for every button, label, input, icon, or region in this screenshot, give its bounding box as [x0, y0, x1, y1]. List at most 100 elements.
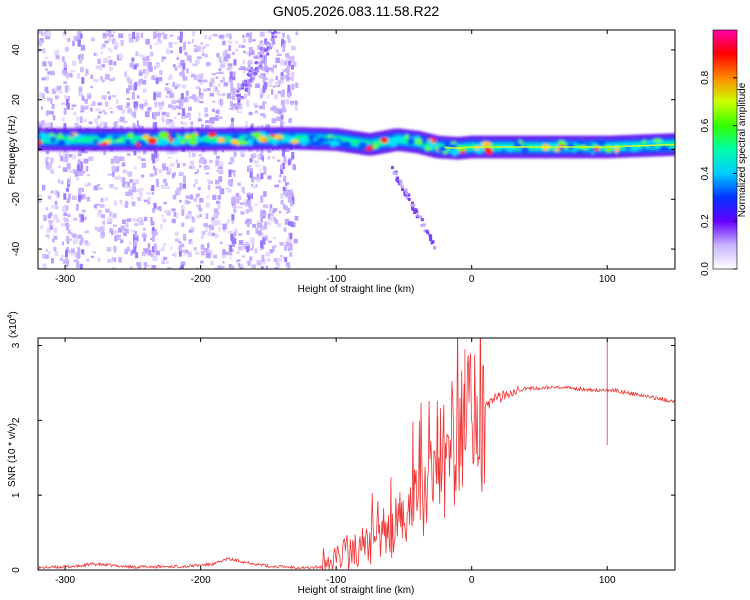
speckle: [114, 176, 118, 180]
band-blob: [188, 139, 198, 146]
streak: [152, 246, 156, 253]
chirp-point: [394, 172, 398, 176]
speckle: [40, 225, 44, 230]
speckle: [61, 117, 65, 122]
speckle: [206, 195, 210, 199]
colorbar-tick-label: 0.2: [700, 214, 711, 228]
arc-point: [243, 79, 247, 83]
speckle: [199, 94, 203, 100]
speckle: [199, 100, 204, 104]
speckle: [227, 63, 233, 68]
streak: [66, 222, 70, 231]
speckle: [225, 187, 230, 190]
speckle: [78, 86, 83, 93]
arc-point: [240, 86, 244, 90]
speckle: [53, 227, 58, 234]
speckle: [248, 51, 251, 57]
speckle: [147, 196, 151, 202]
speckle: [206, 172, 210, 175]
speckle: [77, 152, 82, 157]
speckle: [260, 225, 265, 231]
speckle: [285, 211, 289, 214]
speckle: [173, 252, 177, 258]
speckle: [228, 107, 233, 110]
speckle: [146, 264, 151, 267]
speckle: [199, 198, 204, 203]
speckle: [143, 104, 146, 107]
streak: [287, 92, 291, 98]
streak: [286, 70, 290, 77]
spectrogram-ylabel: Frequency (Hz): [7, 116, 18, 185]
speckle: [235, 49, 238, 52]
speckle: [99, 204, 105, 208]
streak: [250, 154, 254, 160]
snr-xtick-label: 100: [599, 575, 616, 586]
speckle: [224, 52, 228, 57]
speckle: [270, 42, 274, 48]
speckle: [265, 124, 271, 129]
speckle: [141, 233, 147, 238]
arc-point: [262, 47, 266, 51]
speckle: [271, 118, 277, 123]
speckle: [171, 208, 176, 212]
speckle: [251, 242, 255, 249]
speckle: [61, 56, 65, 62]
speckle: [43, 215, 47, 221]
speckle: [144, 266, 147, 269]
speckle: [279, 59, 284, 66]
speckle: [45, 156, 50, 160]
speckle: [186, 68, 189, 74]
speckle: [142, 79, 147, 85]
speckle: [237, 233, 243, 236]
streak: [263, 61, 267, 67]
speckle: [154, 231, 159, 236]
streak: [79, 171, 83, 176]
speckle: [197, 154, 203, 157]
speckle: [279, 242, 284, 246]
speckle: [126, 172, 130, 176]
speckle: [118, 227, 123, 233]
speckle: [248, 111, 253, 116]
speckle: [286, 35, 290, 40]
spectrogram-xtick-label: 0: [469, 274, 475, 285]
snr-ytick-label: 0: [11, 567, 22, 573]
speckle: [63, 260, 66, 263]
streak: [178, 98, 182, 106]
arc-point: [246, 72, 250, 76]
speckle: [135, 63, 139, 67]
streak: [65, 154, 69, 162]
speckle: [262, 101, 267, 104]
spectrogram-xtick-label: -300: [55, 274, 75, 285]
speckle: [38, 124, 42, 130]
band-blob: [659, 145, 670, 153]
streak: [283, 176, 287, 182]
speckle: [236, 251, 240, 255]
speckle: [255, 184, 258, 187]
speckle: [286, 237, 292, 242]
speckle: [92, 79, 97, 82]
speckle: [142, 57, 146, 61]
band-blob: [238, 140, 249, 146]
arc-point: [238, 96, 242, 100]
speckle: [99, 76, 104, 81]
speckle: [282, 69, 286, 72]
speckle: [128, 33, 132, 38]
speckle: [45, 91, 49, 94]
speckle: [54, 190, 58, 196]
speckle: [53, 213, 59, 220]
speckle: [161, 31, 164, 36]
speckle: [251, 177, 254, 183]
streak: [134, 105, 138, 111]
streak: [63, 193, 67, 200]
speckle: [46, 165, 51, 171]
speckle: [212, 118, 215, 124]
streak: [77, 193, 81, 202]
speckle: [237, 206, 243, 209]
speckle: [84, 230, 89, 234]
speckle: [118, 256, 122, 263]
speckle: [121, 162, 126, 167]
speckle: [238, 44, 242, 48]
streak: [248, 200, 252, 208]
colorbar-tick-label: 0.8: [700, 70, 711, 84]
speckle: [224, 251, 230, 255]
